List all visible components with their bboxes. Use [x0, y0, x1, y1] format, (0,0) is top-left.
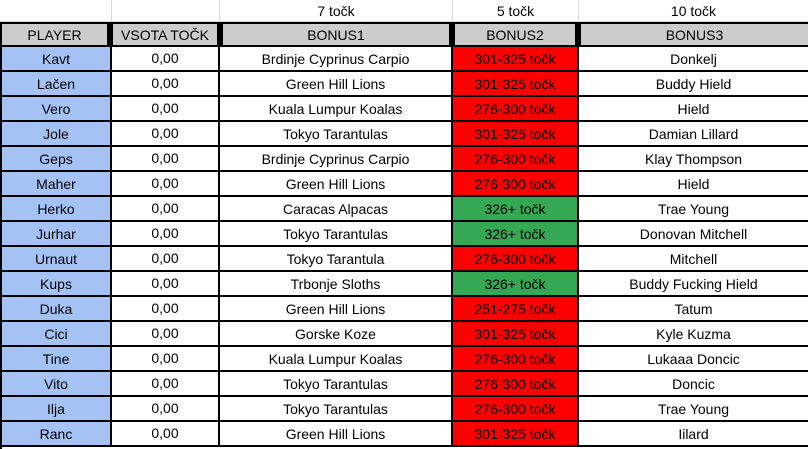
- bonus1-cell[interactable]: Tokyo Tarantulas: [220, 397, 453, 422]
- player-cell[interactable]: Tine: [2, 347, 112, 372]
- header-bonus1[interactable]: BONUS1: [223, 24, 452, 45]
- bonus1-cell[interactable]: Green Hill Lions: [220, 297, 453, 322]
- player-cell[interactable]: Ilja: [2, 397, 112, 422]
- player-cell[interactable]: Kavt: [2, 47, 112, 72]
- bonus2-cell[interactable]: 301-325 točk: [453, 72, 579, 97]
- bonus2-cell[interactable]: 326+ točk: [453, 197, 579, 222]
- bonus2-points[interactable]: 5 točk: [453, 0, 579, 22]
- bonus2-cell[interactable]: 326+ točk: [453, 222, 579, 247]
- bonus1-cell[interactable]: Tokyo Tarantulas: [220, 372, 453, 397]
- bonus3-cell[interactable]: Tatum: [579, 297, 808, 322]
- bonus3-cell[interactable]: Buddy Fucking Hield: [579, 272, 808, 297]
- total-cell[interactable]: 0,00: [112, 272, 220, 297]
- bonus2-cell[interactable]: 301-325 točk: [453, 322, 579, 347]
- total-cell[interactable]: 0,00: [112, 347, 220, 372]
- total-cell[interactable]: 0,00: [112, 397, 220, 422]
- total-cell[interactable]: 0,00: [112, 247, 220, 272]
- bonus2-cell[interactable]: 276-300 točk: [453, 172, 579, 197]
- player-cell[interactable]: Geps: [2, 147, 112, 172]
- bonus2-cell[interactable]: 301-325 točk: [453, 47, 579, 72]
- bonus2-cell[interactable]: 276-300 točk: [453, 97, 579, 122]
- bonus2-cell[interactable]: 251-275 točk: [453, 297, 579, 322]
- bonus1-cell[interactable]: Caracas Alpacas: [220, 197, 453, 222]
- bonus3-cell[interactable]: Trae Young: [579, 197, 808, 222]
- bonus3-cell[interactable]: Hield: [579, 172, 808, 197]
- total-cell[interactable]: 0,00: [112, 372, 220, 397]
- bonus3-cell[interactable]: Kyle Kuzma: [579, 322, 808, 347]
- bonus2-cell[interactable]: 301-325 točk: [453, 422, 579, 447]
- bonus3-cell[interactable]: Donovan Mitchell: [579, 222, 808, 247]
- bonus1-cell[interactable]: Brdinje Cyprinus Carpio: [220, 147, 453, 172]
- bonus3-cell[interactable]: Klay Thompson: [579, 147, 808, 172]
- bonus1-cell[interactable]: Kuala Lumpur Koalas: [220, 347, 453, 372]
- total-cell[interactable]: 0,00: [112, 97, 220, 122]
- bonus3-cell[interactable]: Damian Lillard: [579, 122, 808, 147]
- total-cell[interactable]: 0,00: [112, 47, 220, 72]
- total-cell[interactable]: 0,00: [112, 197, 220, 222]
- player-cell[interactable]: Jurhar: [2, 222, 112, 247]
- header-row: PLAYER VSOTA TOČK BONUS1 BONUS2 BONUS3: [0, 22, 808, 47]
- bonus1-cell[interactable]: Tokyo Tarantulas: [220, 222, 453, 247]
- header-player[interactable]: PLAYER: [2, 24, 110, 45]
- table-left-border: [0, 22, 2, 449]
- bonus2-cell[interactable]: 276-300 točk: [453, 347, 579, 372]
- player-cell[interactable]: Kups: [2, 272, 112, 297]
- header-bonus3[interactable]: BONUS3: [581, 24, 808, 45]
- total-cell[interactable]: 0,00: [112, 147, 220, 172]
- bonus2-cell[interactable]: 326+ točk: [453, 272, 579, 297]
- bonus1-cell[interactable]: Green Hill Lions: [220, 72, 453, 97]
- player-cell[interactable]: Urnaut: [2, 247, 112, 272]
- bonus2-cell[interactable]: 276-300 točk: [453, 372, 579, 397]
- bonus1-cell[interactable]: Trbonje Sloths: [220, 272, 453, 297]
- bonus3-points[interactable]: 10 točk: [579, 0, 808, 22]
- total-cell[interactable]: 0,00: [112, 72, 220, 97]
- bonus3-cell[interactable]: Donkelj: [579, 47, 808, 72]
- bonus3-cell[interactable]: Hield: [579, 97, 808, 122]
- bonus3-cell[interactable]: Doncic: [579, 372, 808, 397]
- player-cell[interactable]: Vero: [2, 97, 112, 122]
- cell-empty[interactable]: [0, 0, 112, 22]
- bonus3-cell[interactable]: Trae Young: [579, 397, 808, 422]
- bonus3-cell[interactable]: Lukaaa Doncic: [579, 347, 808, 372]
- player-cell[interactable]: Jole: [2, 122, 112, 147]
- bonus1-cell[interactable]: Tokyo Tarantula: [220, 247, 453, 272]
- bonus1-cell[interactable]: Gorske Koze: [220, 322, 453, 347]
- player-cell[interactable]: Maher: [2, 172, 112, 197]
- bonus1-cell[interactable]: Tokyo Tarantulas: [220, 122, 453, 147]
- total-cell[interactable]: 0,00: [112, 222, 220, 247]
- bonus3-cell[interactable]: Iilard: [579, 422, 808, 447]
- player-cell[interactable]: Lačen: [2, 72, 112, 97]
- bonus1-cell[interactable]: Brdinje Cyprinus Carpio: [220, 47, 453, 72]
- total-cell[interactable]: 0,00: [112, 122, 220, 147]
- bonus2-cell[interactable]: 276-300 točk: [453, 147, 579, 172]
- bonus2-cell[interactable]: 276-300 točk: [453, 397, 579, 422]
- player-cell[interactable]: Herko: [2, 197, 112, 222]
- player-cell[interactable]: Cici: [2, 322, 112, 347]
- total-cell[interactable]: 0,00: [112, 322, 220, 347]
- header-bonus2[interactable]: BONUS2: [455, 24, 578, 45]
- header-total[interactable]: VSOTA TOČK: [113, 24, 220, 45]
- bonus1-cell[interactable]: Green Hill Lions: [220, 422, 453, 447]
- bonus1-cell[interactable]: Green Hill Lions: [220, 172, 453, 197]
- bonus3-cell[interactable]: Mitchell: [579, 247, 808, 272]
- player-cell[interactable]: Ranc: [2, 422, 112, 447]
- bonus2-cell[interactable]: 276-300 točk: [453, 247, 579, 272]
- bonus1-points[interactable]: 7 točk: [220, 0, 453, 22]
- bonus3-cell[interactable]: Buddy Hield: [579, 72, 808, 97]
- cell-empty[interactable]: [112, 0, 220, 22]
- total-cell[interactable]: 0,00: [112, 297, 220, 322]
- total-cell[interactable]: 0,00: [112, 422, 220, 447]
- total-cell[interactable]: 0,00: [112, 172, 220, 197]
- player-cell[interactable]: Duka: [2, 297, 112, 322]
- player-cell[interactable]: Vito: [2, 372, 112, 397]
- bonus1-cell[interactable]: Kuala Lumpur Koalas: [220, 97, 453, 122]
- bonus2-cell[interactable]: 301-325 točk: [453, 122, 579, 147]
